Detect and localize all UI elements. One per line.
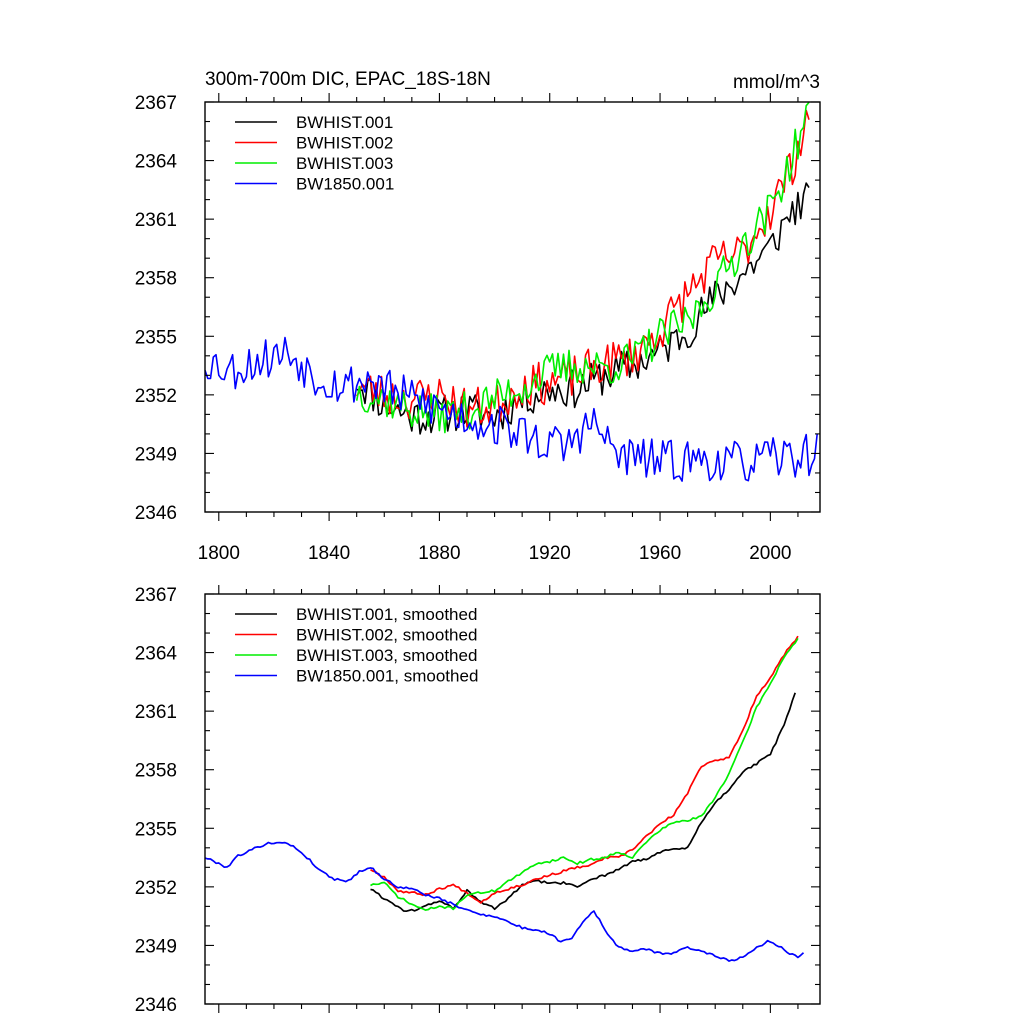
y-tick-label: 2349 (135, 936, 177, 957)
series-line-bwhist-003 (355, 101, 810, 434)
series-line-bw1850-001-smoothed (204, 841, 805, 962)
legend: BWHIST.001, smoothed BWHIST.002, smoothed… (235, 605, 478, 686)
series-group (204, 101, 818, 482)
plot-frame (204, 101, 821, 513)
legend-label: BW1850.001, smoothed (296, 667, 478, 686)
x-tick-label: 1880 (418, 543, 460, 564)
x-tick-label: 1960 (639, 543, 681, 564)
y-tick-label: 2364 (135, 644, 178, 665)
series-line-bwhist-001-smoothed (370, 692, 796, 913)
legend-label: BWHIST.002 (296, 134, 393, 153)
y-tick-label: 2355 (135, 327, 177, 348)
units-label: mmol/m^3 (733, 72, 820, 93)
y-tick-label: 2367 (135, 585, 177, 606)
y-tick-label: 2358 (135, 269, 177, 290)
x-tick-label: 1800 (198, 543, 240, 564)
series-group (204, 635, 805, 962)
series-line-bwhist-002-smoothed (370, 635, 799, 904)
y-tick-label: 2361 (135, 210, 177, 231)
x-tick-label: 1840 (308, 543, 350, 564)
legend-label: BWHIST.001 (296, 113, 393, 132)
y-tick-label: 2346 (135, 503, 177, 524)
legend-label: BWHIST.003, smoothed (296, 646, 477, 665)
legend-label: BWHIST.001, smoothed (296, 605, 477, 624)
y-tick-label: 2349 (135, 444, 177, 465)
series-line-bw1850-001 (204, 336, 818, 482)
y-tick-label: 2367 (135, 93, 177, 114)
x-tick-label: 1920 (529, 543, 571, 564)
y-tick-label: 2364 (135, 152, 178, 173)
bottom-panel: 2346 2349 2352 2355 2358 2361 2364 2367 BWHIST.0… (135, 585, 821, 1016)
y-tick-label: 2358 (135, 761, 177, 782)
plot-frame (204, 593, 821, 1005)
y-tick-label: 2352 (135, 878, 177, 899)
legend-label: BW1850.001 (296, 175, 394, 194)
y-tick-label: 2352 (135, 386, 177, 407)
y-tick-label: 2361 (135, 702, 177, 723)
legend-label: BWHIST.002, smoothed (296, 626, 477, 645)
x-tick-label: 2000 (749, 543, 791, 564)
chart-title: 300m-700m DIC, EPAC_18S-18N (205, 69, 491, 90)
top-panel: 2346 2349 2352 2355 2358 2361 2364 2367 1800 1840… (135, 69, 821, 564)
y-tick-label: 2346 (135, 995, 177, 1016)
series-line-bwhist-003-smoothed (370, 637, 799, 911)
legend-label: BWHIST.003 (296, 154, 393, 173)
y-tick-label: 2355 (135, 819, 177, 840)
